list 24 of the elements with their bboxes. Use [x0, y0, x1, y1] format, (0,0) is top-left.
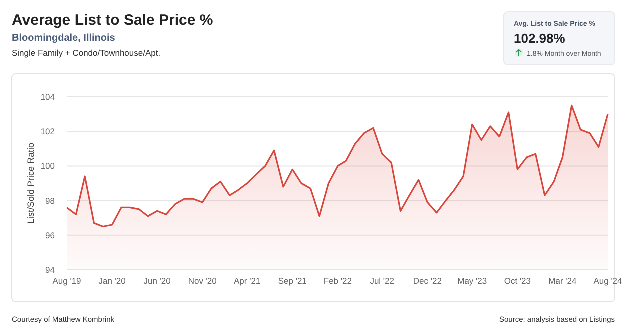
- y-tick-label: 104: [40, 92, 56, 102]
- y-tick-label: 98: [46, 196, 56, 206]
- x-tick-label: Mar '24: [548, 276, 578, 286]
- y-tick-label: 94: [46, 264, 56, 275]
- x-tick-label: Jul '22: [370, 276, 395, 286]
- x-tick-label: Jan '20: [98, 276, 126, 286]
- text: Single Family + Condo/Townhouse/Apt.: [12, 48, 161, 58]
- text: 102.98%: [514, 31, 566, 46]
- y-tick-label: 102: [40, 126, 56, 137]
- y-axis-title: List/Sold Price Ratio: [26, 142, 36, 224]
- chart-title: Average List to Sale Price %: [12, 12, 214, 29]
- x-tick-label: Aug '19: [52, 276, 82, 286]
- x-tick-label: Nov '20: [188, 276, 218, 286]
- x-tick-label: Aug '24: [594, 276, 623, 286]
- chart-subtitle: Bloomingdale, Illinois: [12, 33, 116, 44]
- x-tick-label: May '23: [458, 276, 488, 286]
- x-tick-label: Sep '21: [278, 276, 308, 286]
- x-tick-label: Jun '20: [144, 276, 172, 286]
- y-tick-label: 100: [40, 161, 56, 172]
- x-tick-label: Apr '21: [234, 276, 261, 286]
- y-tick-label: 96: [46, 230, 56, 240]
- x-tick-label: Dec '22: [413, 276, 442, 286]
- x-tick-label: Oct '23: [504, 276, 532, 286]
- x-tick-label: Feb '22: [324, 276, 352, 286]
